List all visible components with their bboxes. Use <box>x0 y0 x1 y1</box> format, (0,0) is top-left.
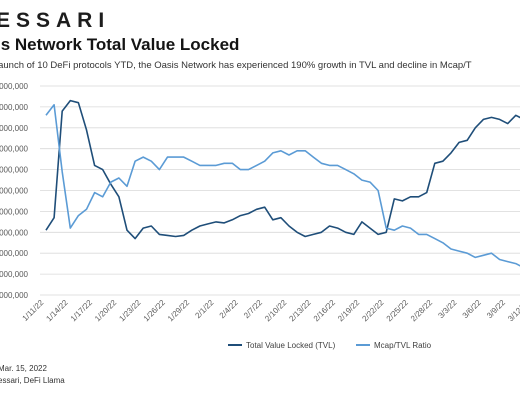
legend-label-ratio: Mcap/TVL Ratio <box>374 341 432 350</box>
x-tick-label: 2/28/22 <box>409 298 435 324</box>
x-tick-label: 2/22/22 <box>360 298 386 324</box>
x-axis-ticks: 1/11/22 1/14/22 1/17/22 1/20/22 1/23/22 1/26/… <box>21 298 520 324</box>
x-tick-label: 2/19/22 <box>336 298 362 324</box>
y-tick-label: 0,000,000 <box>0 228 29 237</box>
y-tick-label: 0,000,000 <box>0 103 29 112</box>
x-tick-label: 1/20/22 <box>93 298 119 324</box>
legend-label-tvl: Total Value Locked (TVL) <box>246 341 336 350</box>
x-tick-label: 2/4/22 <box>218 298 240 320</box>
y-tick-label: 0,000,000 <box>0 145 29 154</box>
y-tick-label: 0,000,000 <box>0 82 29 91</box>
x-tick-label: 3/3/22 <box>436 298 458 320</box>
y-tick-label: 0,000,000 <box>0 207 29 216</box>
x-tick-label: 2/10/22 <box>263 298 289 324</box>
series-line-mcap-tvl-ratio <box>45 104 520 267</box>
x-tick-label: 3/12/22 <box>506 298 520 324</box>
chart-subtitle: launch of 10 DeFi protocols YTD, the Oas… <box>0 60 472 71</box>
y-tick-label: ,000,000 <box>0 291 29 300</box>
brand-logo-text: ESSARI <box>0 9 111 32</box>
chart-title: is Network Total Value Locked <box>0 35 240 54</box>
x-tick-label: 2/16/22 <box>312 298 338 324</box>
x-tick-label: 2/1/22 <box>193 298 215 320</box>
x-tick-label: 1/26/22 <box>142 298 168 324</box>
x-tick-label: 1/29/22 <box>166 298 192 324</box>
y-tick-label: 0,000,000 <box>0 270 29 279</box>
x-tick-label: 3/6/22 <box>461 298 483 320</box>
y-axis-ticks: 0,000,000 0,000,000 0,000,000 0,000,000 0,00… <box>0 82 29 300</box>
x-tick-label: 3/9/22 <box>485 298 507 320</box>
grid-lines <box>40 85 520 296</box>
x-tick-label: 1/23/22 <box>117 298 143 324</box>
legend: Total Value Locked (TVL) Mcap/TVL Ratio <box>228 341 432 350</box>
x-tick-label: 2/7/22 <box>242 298 264 320</box>
x-tick-label: 2/25/22 <box>385 298 411 324</box>
footer-source: essari, DeFi Llama <box>0 376 65 385</box>
series-line-tvl <box>45 99 520 240</box>
x-tick-label: 1/11/22 <box>21 298 46 323</box>
y-tick-label: 0,000,000 <box>0 187 29 196</box>
x-tick-label: 2/13/22 <box>287 298 313 324</box>
y-tick-label: 0,000,000 <box>0 166 29 175</box>
series-lines <box>45 99 520 267</box>
x-tick-label: 1/14/22 <box>44 298 70 324</box>
y-tick-label: 0,000,000 <box>0 249 29 258</box>
footer-date: Mar. 15, 2022 <box>0 364 47 373</box>
x-tick-label: 1/17/22 <box>69 298 95 324</box>
y-tick-label: 0,000,000 <box>0 124 29 133</box>
